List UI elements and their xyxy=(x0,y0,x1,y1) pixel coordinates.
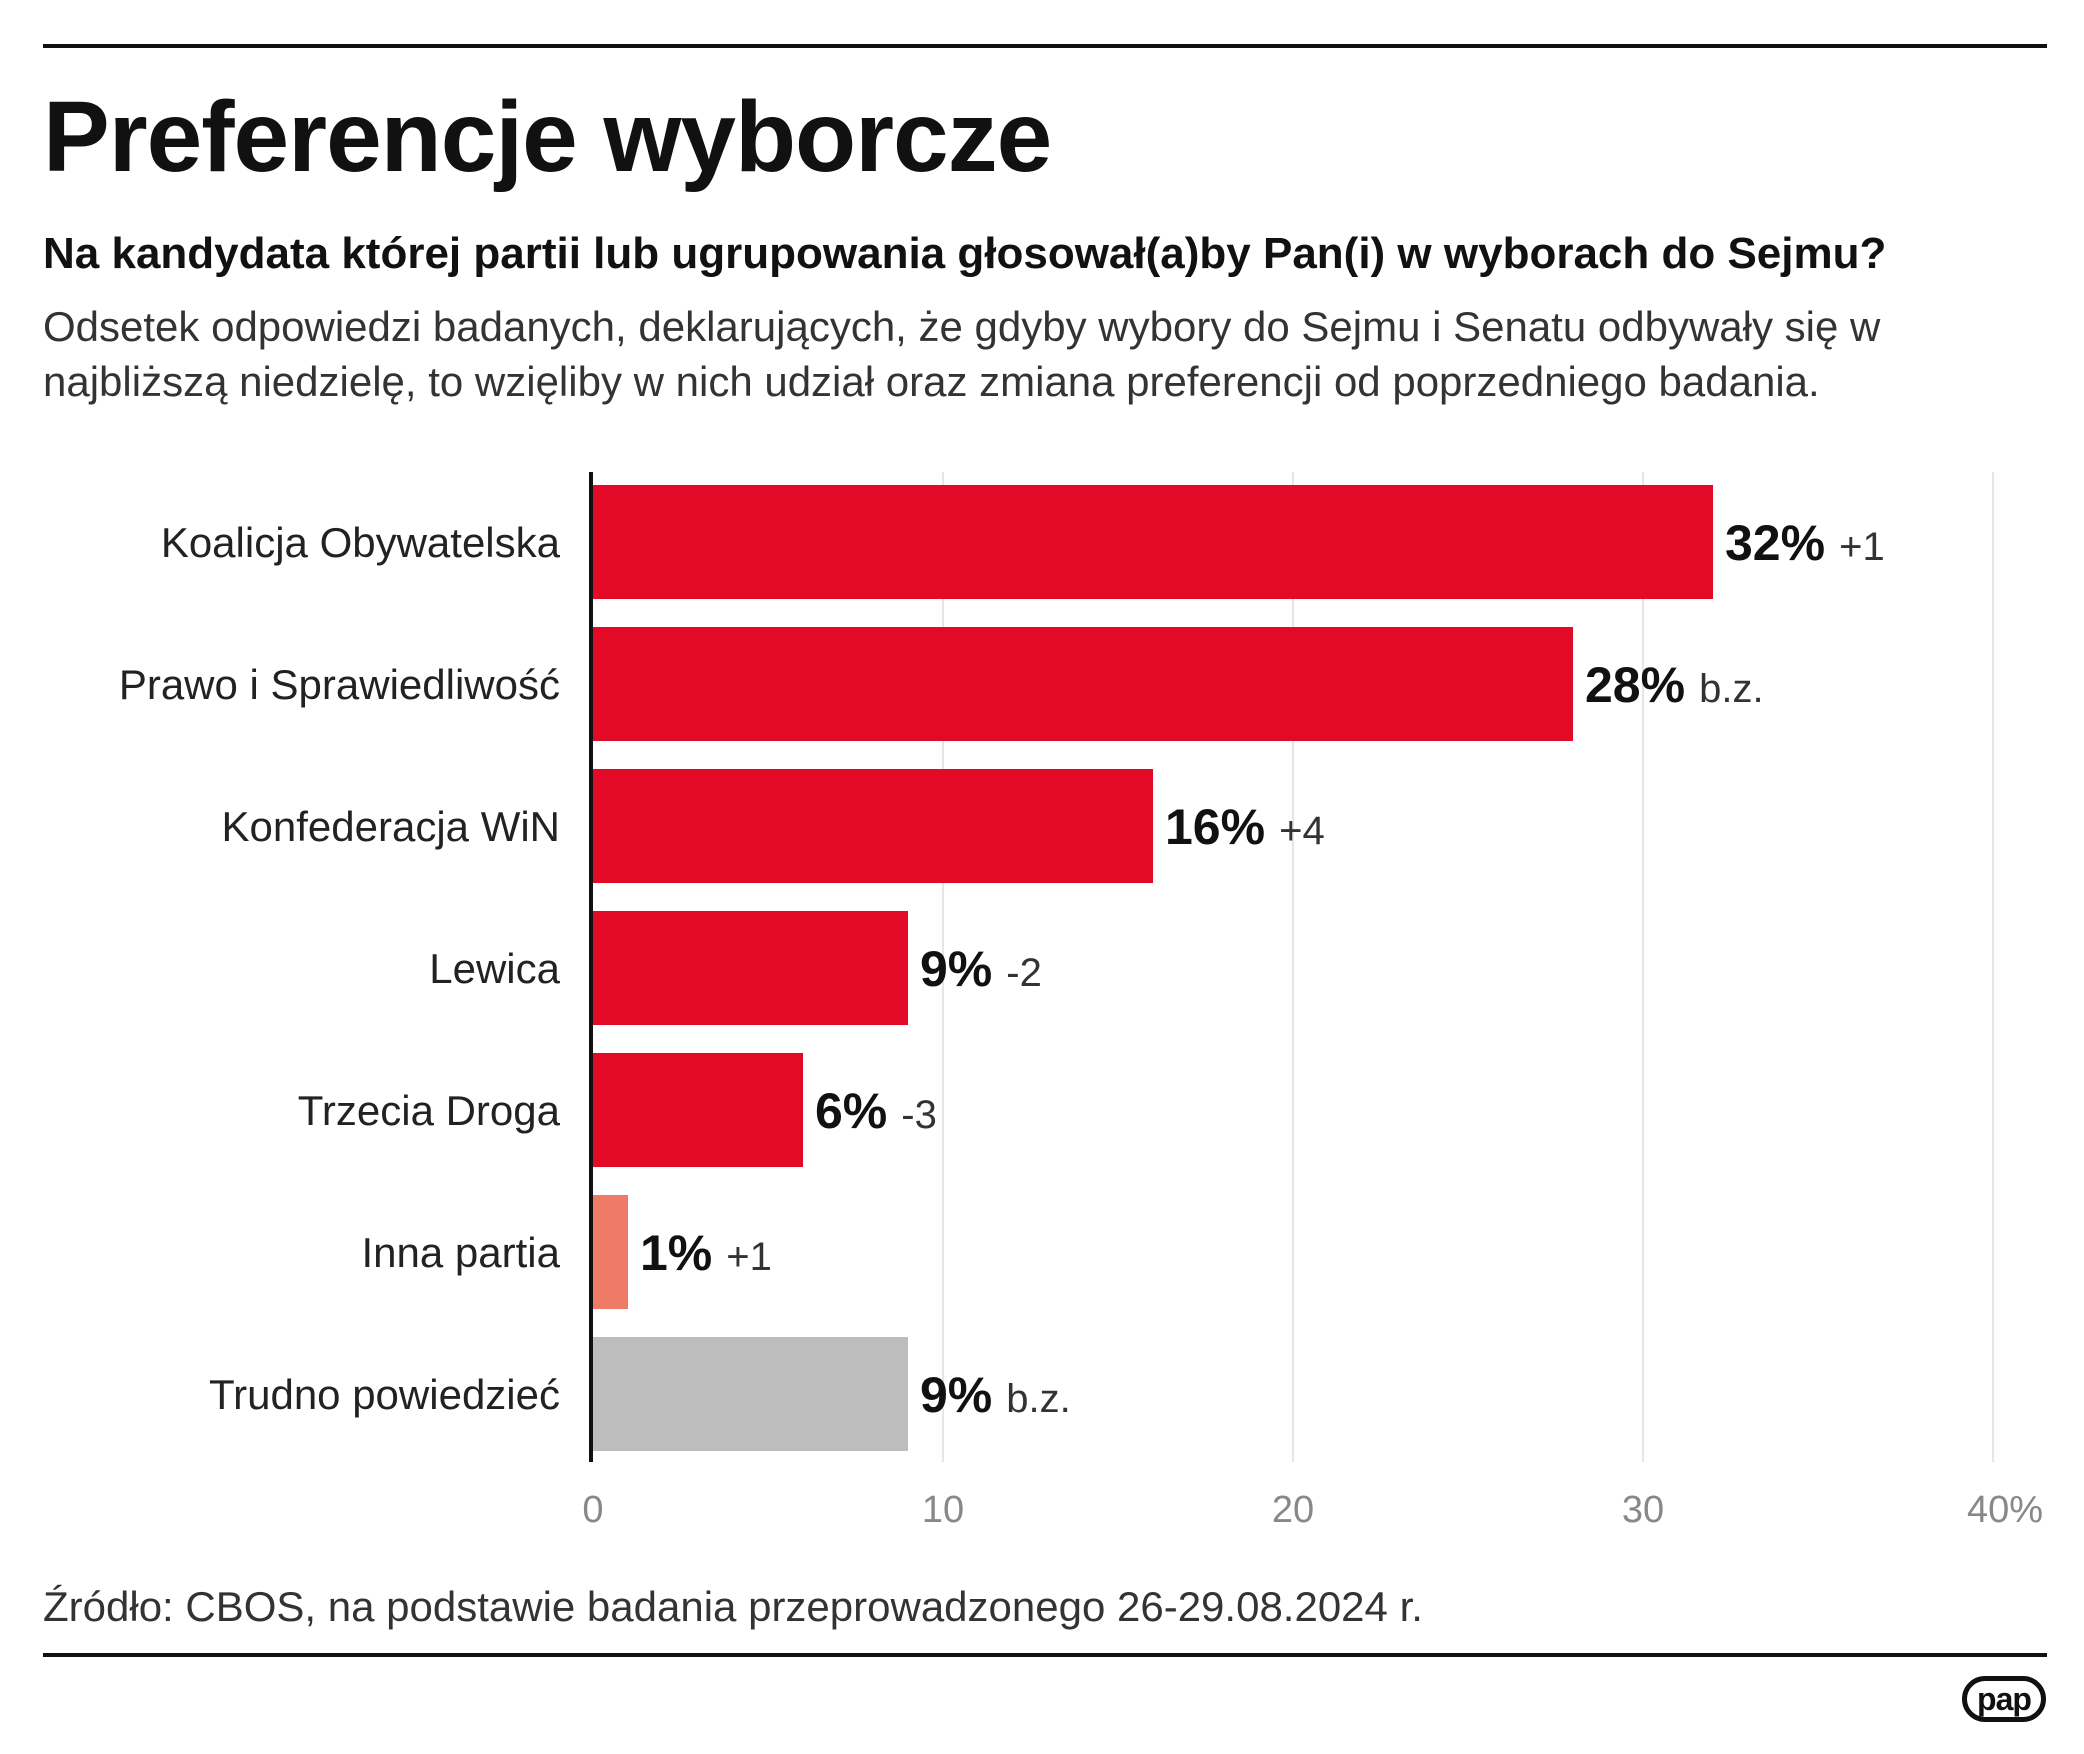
bar xyxy=(593,485,1713,599)
x-axis-ticks: 0 10 20 30 40% xyxy=(582,1489,2043,1531)
bar xyxy=(593,1337,908,1451)
x-tick-label: 10 xyxy=(922,1489,964,1531)
value-label: 16% xyxy=(1165,799,1265,855)
value-label: 9% xyxy=(920,1367,992,1423)
change-label: +1 xyxy=(1839,525,1885,569)
bar xyxy=(593,1195,628,1309)
category-label: Konfederacja WiN xyxy=(222,803,560,850)
source-note: Źródło: CBOS, na podstawie badania przep… xyxy=(43,1583,1423,1630)
x-tick-label: 20 xyxy=(1272,1489,1314,1531)
change-label: -2 xyxy=(1006,951,1042,995)
category-label: Prawo i Sprawiedliwość xyxy=(119,661,560,708)
value-label: 28% xyxy=(1585,657,1685,713)
bottom-rule xyxy=(43,1653,2047,1657)
category-label: Trudno powiedzieć xyxy=(209,1371,560,1418)
chart-subtitle: Na kandydata której partii lub ugrupowan… xyxy=(43,229,1887,278)
change-label: b.z. xyxy=(1006,1377,1070,1421)
value-label: 1% xyxy=(640,1225,712,1281)
bar-chart: Koalicja Obywatelska 32% +1 Prawo i Sprawie… xyxy=(119,472,2043,1531)
x-tick-label: 0 xyxy=(582,1489,603,1531)
bar xyxy=(593,1053,803,1167)
bars xyxy=(593,485,1713,1451)
bar xyxy=(593,769,1153,883)
value-label: 32% xyxy=(1725,515,1825,571)
value-label: 6% xyxy=(815,1083,887,1139)
x-tick-label: 40% xyxy=(1967,1489,2043,1531)
bar xyxy=(593,627,1573,741)
category-label: Trzecia Droga xyxy=(298,1087,561,1134)
bar xyxy=(593,911,908,1025)
top-rule xyxy=(43,44,2047,48)
value-label: 9% xyxy=(920,941,992,997)
labels: Koalicja Obywatelska 32% +1 Prawo i Sprawie… xyxy=(119,515,1885,1423)
grid-lines xyxy=(942,472,1994,1462)
category-label: Lewica xyxy=(429,945,560,992)
change-label: -3 xyxy=(901,1093,937,1137)
category-label: Koalicja Obywatelska xyxy=(161,519,561,566)
chart-title: Preferencje wyborcze xyxy=(43,81,1052,193)
change-label: +4 xyxy=(1279,809,1325,853)
pap-logo: pap xyxy=(1962,1676,2046,1722)
x-tick-label: 30 xyxy=(1622,1489,1664,1531)
category-label: Inna partia xyxy=(362,1229,561,1276)
chart-description: Odsetek odpowiedzi badanych, deklarujący… xyxy=(43,303,1881,405)
change-label: +1 xyxy=(726,1235,772,1279)
change-label: b.z. xyxy=(1699,667,1763,711)
